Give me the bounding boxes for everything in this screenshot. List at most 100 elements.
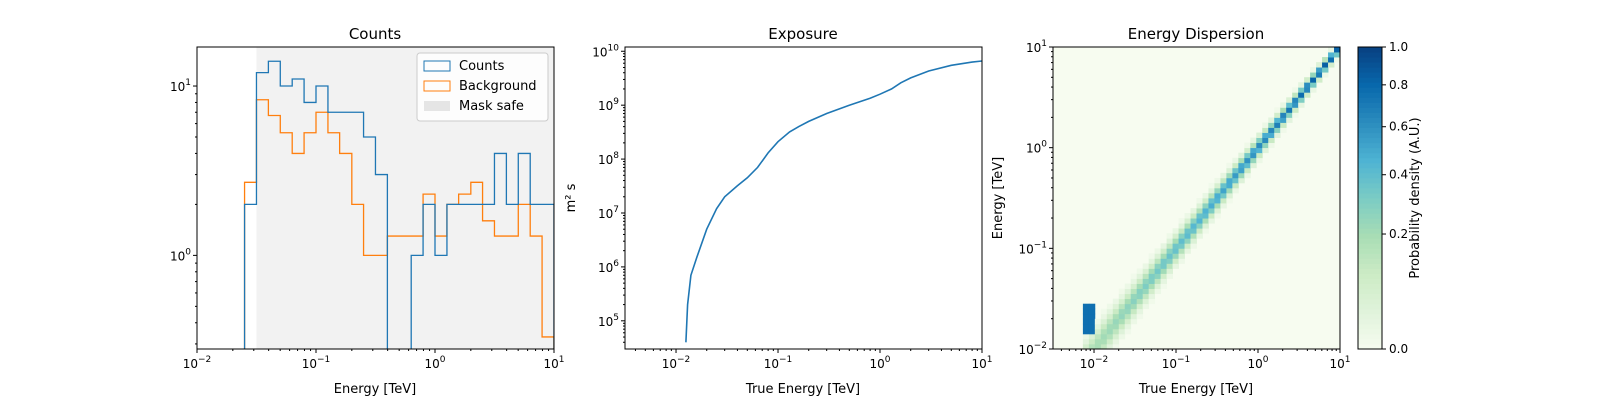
edisp-cell	[1316, 72, 1322, 77]
edisp-cell	[1119, 329, 1125, 334]
edisp-cell	[1149, 284, 1155, 289]
edisp-cell	[1143, 274, 1149, 279]
exposure-xtick-label: 100	[870, 355, 891, 371]
colorbar-segment	[1358, 82, 1382, 88]
edisp-cell	[1107, 319, 1113, 324]
edisp-cell	[1208, 193, 1214, 198]
edisp-cell	[1298, 92, 1304, 97]
edisp-cell	[1143, 268, 1149, 273]
edisp-cell	[1334, 52, 1340, 57]
edisp-cell	[1089, 314, 1095, 319]
edisp-cell	[1149, 294, 1155, 299]
edisp-cell	[1202, 218, 1208, 223]
edisp-ylabel: Energy [TeV]	[991, 157, 1006, 239]
edisp-cell	[1310, 87, 1316, 92]
edisp-title: Energy Dispersion	[1128, 25, 1264, 43]
edisp-ytick-label: 100	[1026, 140, 1047, 156]
edisp-cell	[1280, 117, 1286, 122]
colorbar-segment	[1358, 274, 1382, 280]
edisp-cell	[1292, 97, 1298, 102]
edisp-cell	[1268, 138, 1274, 143]
edisp-cell	[1083, 329, 1089, 334]
edisp-cell	[1173, 253, 1179, 258]
exposure-title: Exposure	[768, 25, 837, 43]
edisp-cell	[1197, 213, 1203, 218]
edisp-xtick-label: 101	[1329, 355, 1350, 371]
edisp-cell	[1083, 304, 1089, 309]
edisp-cell	[1185, 233, 1191, 238]
edisp-cell	[1292, 112, 1298, 117]
edisp-cell	[1149, 289, 1155, 294]
edisp-cell	[1113, 304, 1119, 309]
edisp-cell	[1208, 183, 1214, 188]
edisp-cell	[1262, 128, 1268, 133]
edisp-cell	[1220, 198, 1226, 203]
edisp-cell	[1214, 198, 1220, 203]
edisp-cell	[1089, 339, 1095, 344]
edisp-cell	[1328, 47, 1334, 52]
edisp-cell	[1125, 299, 1131, 304]
edisp-cell	[1322, 67, 1328, 72]
edisp-cell	[1256, 153, 1262, 158]
edisp-cell	[1137, 284, 1143, 289]
edisp-cell	[1244, 158, 1250, 163]
edisp-cell	[1107, 334, 1113, 339]
edisp-cell	[1292, 87, 1298, 92]
edisp-cell	[1232, 188, 1238, 193]
colorbar-tick-label: 1.0	[1389, 40, 1408, 54]
edisp-cell	[1119, 314, 1125, 319]
edisp-cell	[1214, 178, 1220, 183]
colorbar-segment	[1358, 213, 1382, 219]
edisp-cell	[1244, 148, 1250, 153]
edisp-cell	[1298, 87, 1304, 92]
edisp-cell	[1089, 334, 1095, 339]
edisp-cell	[1304, 82, 1310, 87]
edisp-cell	[1131, 284, 1137, 289]
colorbar-segment	[1358, 294, 1382, 300]
edisp-cell	[1191, 233, 1197, 238]
edisp-cell	[1280, 102, 1286, 107]
exposure-xtick-label: 10−1	[764, 355, 793, 371]
edisp-cell	[1328, 62, 1334, 67]
edisp-cell	[1208, 203, 1214, 208]
edisp-cell	[1107, 329, 1113, 334]
edisp-cell	[1286, 107, 1292, 112]
edisp-cell	[1334, 47, 1340, 52]
edisp-xtick-label: 100	[1247, 355, 1268, 371]
counts-ytick-label: 101	[170, 78, 191, 94]
colorbar-label: Probability density (A.U.)	[1408, 117, 1423, 278]
colorbar-segment	[1358, 143, 1382, 149]
colorbar-segment	[1358, 188, 1382, 194]
legend-counts-label: Counts	[459, 59, 505, 74]
colorbar-segment	[1358, 223, 1382, 229]
edisp-cell	[1280, 128, 1286, 133]
edisp-xtick-label: 10−2	[1080, 355, 1109, 371]
edisp-cell	[1191, 208, 1197, 213]
edisp-cell	[1185, 243, 1191, 248]
colorbar-segment	[1358, 243, 1382, 249]
edisp-cell	[1262, 123, 1268, 128]
exposure-line	[686, 61, 982, 342]
edisp-cell	[1208, 213, 1214, 218]
edisp-cell	[1202, 203, 1208, 208]
colorbar-segment	[1358, 117, 1382, 123]
colorbar-segment	[1358, 339, 1382, 345]
edisp-cell	[1262, 143, 1268, 148]
edisp-cell	[1131, 304, 1137, 309]
colorbar-segment	[1358, 268, 1382, 274]
colorbar-segment	[1358, 319, 1382, 325]
edisp-cell	[1292, 102, 1298, 107]
edisp-cell	[1155, 268, 1161, 273]
edisp-cell	[1197, 223, 1203, 228]
edisp-cell	[1280, 123, 1286, 128]
counts-ytick-label: 100	[170, 247, 191, 263]
edisp-cell	[1310, 77, 1316, 82]
edisp-cell	[1268, 123, 1274, 128]
edisp-cell	[1226, 178, 1232, 183]
edisp-cell	[1268, 133, 1274, 138]
edisp-cell	[1137, 294, 1143, 299]
edisp-cell	[1173, 248, 1179, 253]
colorbar-segment	[1358, 279, 1382, 285]
edisp-cell	[1107, 324, 1113, 329]
